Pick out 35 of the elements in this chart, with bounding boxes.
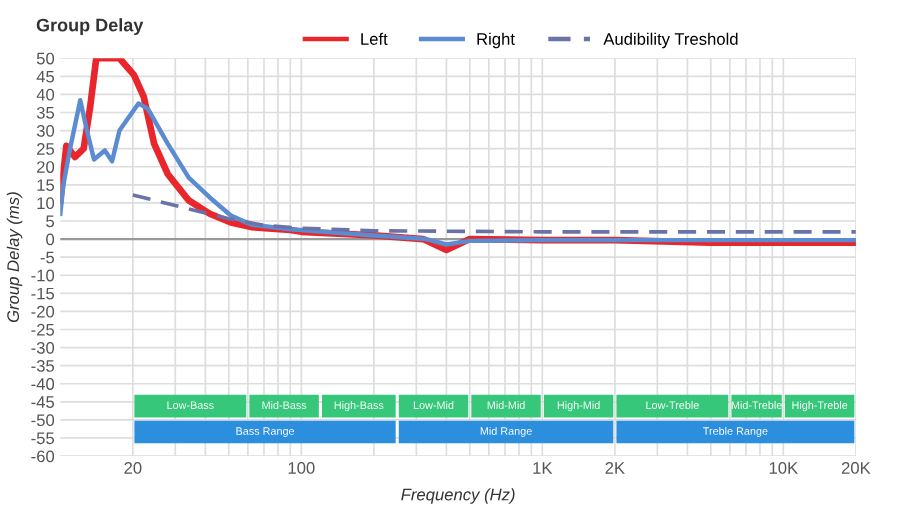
y-tick-label: -25 — [31, 323, 55, 336]
y-tick-label: -55 — [31, 432, 55, 445]
x-tick-label: 1K — [533, 462, 553, 474]
x-tick-label: 20 — [124, 462, 142, 474]
y-axis-title: Group Delay (ms) — [6, 192, 23, 323]
y-tick-label: -35 — [31, 360, 55, 372]
y-tick-label: 50 — [36, 52, 55, 65]
x-tick-label: 20K — [841, 462, 871, 474]
x-tick-label: 2K — [605, 462, 625, 474]
y-tick-label: -60 — [31, 450, 55, 463]
legend-label: Right — [477, 32, 515, 49]
y-tick-label: 35 — [36, 106, 55, 119]
y-tick-label: 20 — [37, 161, 55, 173]
y-tick-label: 10 — [37, 197, 55, 210]
x-axis-title: Frequency (Hz) — [401, 488, 515, 504]
y-tick-label: -5 — [40, 251, 55, 264]
y-tick-label: 45 — [36, 70, 55, 83]
legend-label: Left — [361, 32, 388, 45]
y-tick-label: 5 — [46, 215, 55, 228]
y-tick-label: -40 — [31, 378, 55, 390]
y-tick-label: 0 — [46, 233, 55, 246]
y-tick-label: 40 — [36, 88, 55, 101]
y-tick-label: -45 — [31, 396, 55, 408]
x-tick-label: 100 — [288, 462, 315, 474]
y-tick-label: -15 — [31, 287, 55, 300]
chart-title: Group Delay — [36, 18, 144, 36]
y-tick-label: 25 — [37, 143, 55, 155]
x-tick-label: 10K — [769, 462, 798, 474]
y-tick-label: 15 — [37, 179, 55, 192]
y-tick-label: 30 — [36, 124, 55, 137]
y-tick-label: -30 — [31, 341, 55, 354]
legend-label: Audibility Treshold — [603, 32, 738, 49]
y-tick-label: -10 — [31, 269, 55, 282]
y-tick-label: -20 — [31, 305, 55, 318]
y-tick-label: -50 — [31, 414, 55, 427]
